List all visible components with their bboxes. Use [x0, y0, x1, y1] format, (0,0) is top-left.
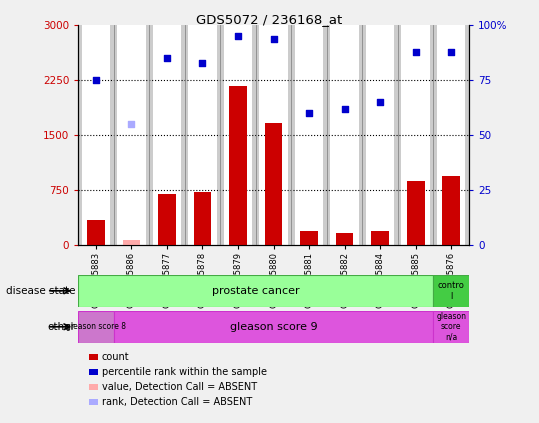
Point — [305, 110, 313, 117]
Bar — [220, 25, 256, 245]
Bar — [224, 25, 252, 245]
Point — [411, 48, 420, 55]
Bar — [437, 25, 465, 245]
Bar — [433, 311, 469, 343]
Bar — [114, 25, 149, 245]
Bar — [366, 25, 395, 245]
Bar — [256, 25, 291, 245]
Point — [376, 99, 384, 106]
Bar — [194, 192, 211, 245]
Bar — [114, 311, 433, 343]
Bar — [149, 25, 185, 245]
Text: disease state: disease state — [6, 286, 75, 296]
Bar — [220, 25, 256, 245]
Bar — [149, 25, 185, 245]
Point — [92, 77, 100, 84]
Point — [127, 121, 136, 128]
Bar — [291, 25, 327, 245]
Bar — [371, 231, 389, 245]
Bar — [265, 123, 282, 245]
Bar — [82, 25, 110, 245]
Bar — [118, 25, 146, 245]
Text: rank, Detection Call = ABSENT: rank, Detection Call = ABSENT — [102, 397, 252, 407]
Bar — [433, 25, 469, 245]
Bar — [327, 25, 362, 245]
Bar — [188, 25, 217, 245]
Bar — [229, 86, 247, 245]
Bar — [158, 194, 176, 245]
Bar — [362, 25, 398, 245]
Bar — [398, 25, 433, 245]
Bar — [330, 25, 359, 245]
Text: GDS5072 / 236168_at: GDS5072 / 236168_at — [196, 13, 343, 26]
Point — [198, 59, 207, 66]
Bar — [256, 25, 291, 245]
Bar — [259, 25, 288, 245]
Bar — [122, 240, 140, 245]
Bar — [87, 220, 105, 245]
Bar — [153, 25, 181, 245]
Point — [234, 33, 243, 40]
Bar — [336, 233, 354, 245]
Bar — [327, 25, 362, 245]
Bar — [402, 25, 430, 245]
Bar — [78, 311, 114, 343]
Text: gleason score 8: gleason score 8 — [66, 322, 126, 331]
Point — [270, 35, 278, 42]
Text: contro
l: contro l — [438, 281, 465, 300]
Bar — [295, 25, 323, 245]
Text: gleason
score
n/a: gleason score n/a — [436, 312, 466, 342]
Bar — [443, 176, 460, 245]
Point — [163, 55, 171, 62]
Point — [447, 48, 455, 55]
Bar — [433, 25, 469, 245]
Bar — [78, 25, 114, 245]
Bar — [114, 25, 149, 245]
Text: value, Detection Call = ABSENT: value, Detection Call = ABSENT — [102, 382, 257, 392]
Text: count: count — [102, 352, 129, 363]
Bar — [362, 25, 398, 245]
Text: gleason score 9: gleason score 9 — [230, 322, 317, 332]
Bar — [185, 25, 220, 245]
Bar — [78, 25, 114, 245]
Point — [340, 106, 349, 113]
Bar — [185, 25, 220, 245]
Bar — [300, 231, 318, 245]
Text: other: other — [47, 322, 75, 332]
Text: percentile rank within the sample: percentile rank within the sample — [102, 367, 267, 377]
Bar — [398, 25, 433, 245]
Bar — [291, 25, 327, 245]
Bar — [407, 181, 425, 245]
Bar — [433, 275, 469, 307]
Text: prostate cancer: prostate cancer — [212, 286, 300, 296]
